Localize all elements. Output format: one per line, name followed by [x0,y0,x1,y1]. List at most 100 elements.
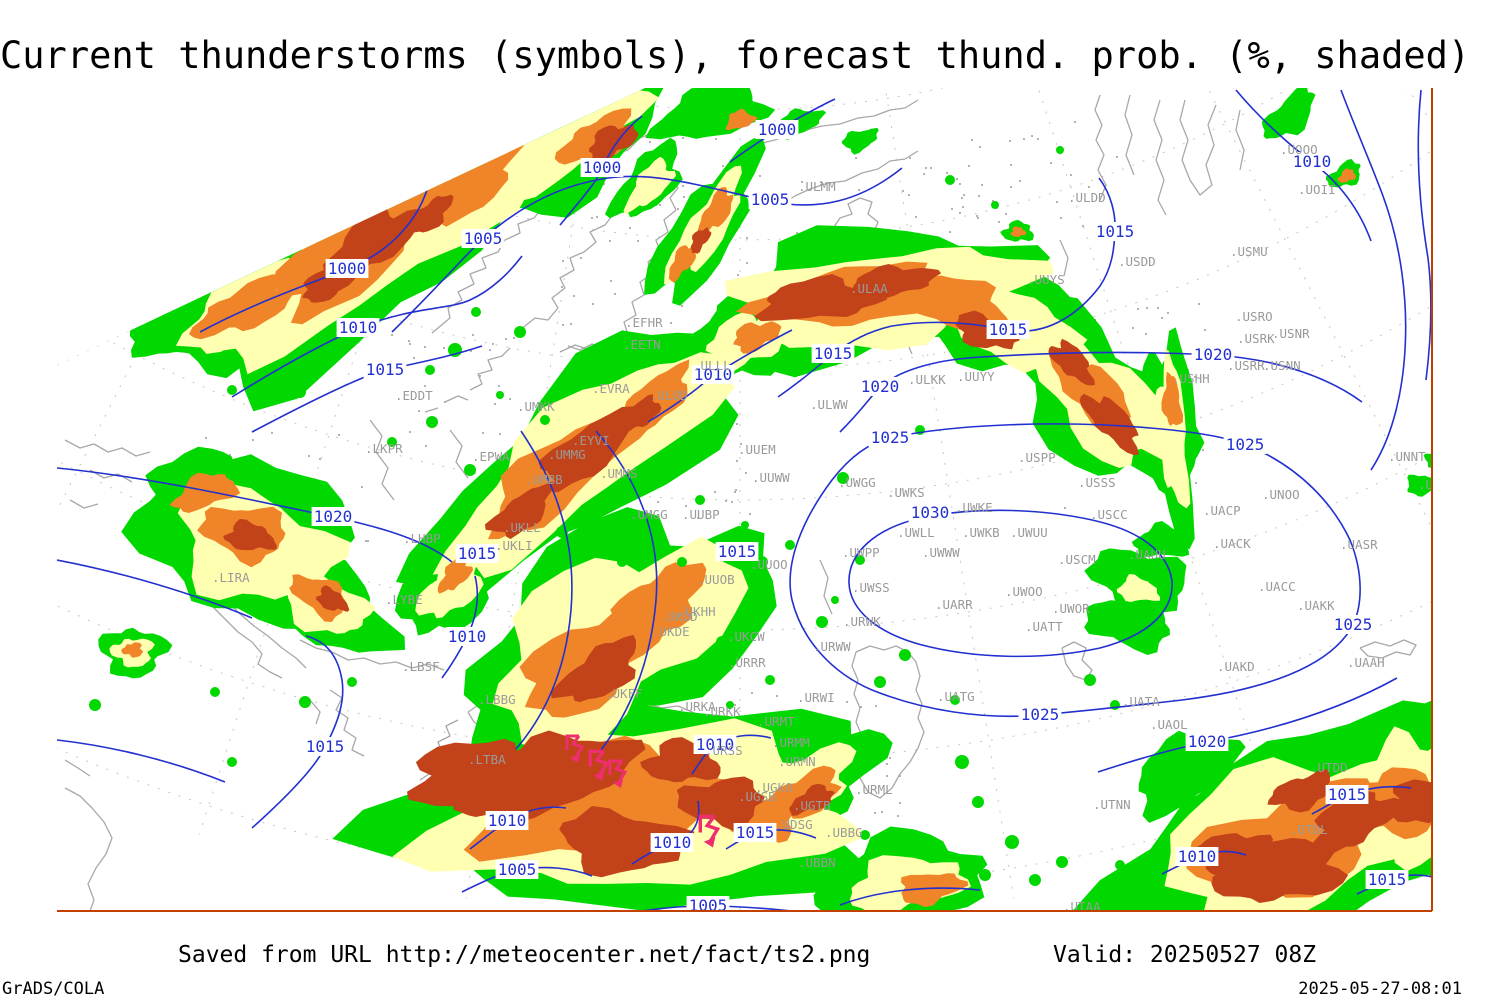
svg-text:.EYVI: .EYVI [572,433,610,448]
svg-text:.USRK: .USRK [1237,331,1275,346]
svg-text:1005: 1005 [498,860,537,879]
svg-text:.UWSS: .UWSS [852,580,890,595]
svg-text:1000: 1000 [328,259,367,278]
svg-text:.UATT: .UATT [1025,619,1063,634]
svg-text:.LIRA: .LIRA [212,570,250,585]
svg-text:.USNR: .USNR [1272,326,1310,341]
svg-text:.LBSF: .LBSF [402,659,440,674]
svg-text:.UNOO: .UNOO [1262,487,1300,502]
svg-text:.URKK: .URKK [703,704,741,719]
svg-text:1010: 1010 [1178,847,1217,866]
svg-text:.UKDD: .UKDD [660,609,698,624]
svg-text:1015: 1015 [736,823,775,842]
svg-text:.USDD: .USDD [1118,254,1156,269]
svg-text:.UMBB: .UMBB [525,472,563,487]
map-domain-edge [57,88,1433,912]
svg-text:1020: 1020 [1194,345,1233,364]
isobar-labels: 1000 1000 1000 1005 1005 1005 1005 1010 1010 1010… [303,120,1409,915]
svg-text:1015: 1015 [1328,785,1367,804]
svg-text:.UWOO: .UWOO [1005,584,1043,599]
svg-text:.UKLL: .UKLL [503,520,541,535]
thunderstorm-symbols [565,734,721,848]
svg-text:1000: 1000 [758,120,797,139]
svg-text:.UWOR: .UWOR [1052,601,1090,616]
svg-text:.UUWW: .UUWW [752,470,790,485]
svg-text:.USMU: .USMU [1230,244,1268,259]
svg-text:.UAUU: .UAUU [1128,547,1166,562]
svg-text:1015: 1015 [989,320,1028,339]
svg-text:.UWUU: .UWUU [1010,525,1048,540]
svg-text:.UBBN: .UBBN [798,855,836,870]
svg-text:.UMMG: .UMMG [548,447,586,462]
svg-text:.UGSB: .UGSB [738,789,776,804]
saved-from-url-caption: Saved from URL http://meteocenter.net/fa… [178,942,871,968]
svg-text:.USHH: .USHH [1172,371,1210,386]
svg-text:1015: 1015 [306,737,345,756]
svg-text:.URWW: .URWW [813,639,851,654]
svg-text:.LTBA: .LTBA [468,752,506,767]
svg-text:.URWK: .URWK [843,614,881,629]
svg-text:.LYBE: .LYBE [385,592,423,607]
svg-text:1010: 1010 [339,318,378,337]
svg-text:.UKCW: .UKCW [727,629,765,644]
svg-text:.EVRA: .EVRA [592,381,630,396]
svg-text:.UKLI: .UKLI [495,538,533,553]
svg-text:.UASR: .UASR [1340,537,1378,552]
svg-text:.UBBG: .UBBG [825,825,863,840]
svg-text:1005: 1005 [751,190,790,209]
svg-text:.LBBG: .LBBG [478,692,516,707]
map-layers: 1000 1000 1000 1005 1005 1005 1005 1010 1010 1010… [57,88,1456,915]
svg-text:.UDSG: .UDSG [775,817,813,832]
svg-text:1015: 1015 [718,542,757,561]
svg-text:.URMN: .URMN [778,754,816,769]
svg-text:1010: 1010 [488,811,527,830]
svg-text:.UTNN: .UTNN [1093,797,1131,812]
svg-text:.UAOL: .UAOL [1150,717,1188,732]
svg-text:.UKHH: .UKHH [678,604,716,619]
svg-text:.ULMM: .ULMM [798,179,836,194]
svg-text:.UUYY: .UUYY [957,369,995,384]
svg-text:.UNBB: .UNBB [1418,477,1456,492]
svg-text:1020: 1020 [1188,732,1227,751]
svg-text:.UAAH: .UAAH [1347,655,1385,670]
svg-text:.ULKK: .ULKK [908,372,946,387]
svg-text:1015: 1015 [366,360,405,379]
svg-text:.UTAA: .UTAA [1063,899,1101,914]
svg-text:.UATA: .UATA [1122,694,1160,709]
svg-text:.UWWW: .UWWW [922,545,960,560]
svg-text:.URMT: .URMT [757,714,795,729]
station-labels: .ULMM .EFHR .EETN .ULLL .EVRA .ULOD .ULWW .ULKK… [212,142,1456,914]
svg-text:1010: 1010 [694,365,733,384]
svg-text:.UKDE: .UKDE [652,624,690,639]
svg-text:.UWPP: .UWPP [842,545,880,560]
svg-text:.UAKD: .UAKD [1217,659,1255,674]
svg-text:.UGKO: .UGKO [755,780,793,795]
svg-text:.UNNT: .UNNT [1388,449,1426,464]
svg-text:1010: 1010 [1293,152,1332,171]
grads-cola-credit: GrADS/COLA [2,979,105,999]
svg-text:.UACC: .UACC [1258,579,1296,594]
thunderstorm-symbol-icon [588,749,610,781]
svg-text:.URMM: .URMM [772,735,810,750]
svg-text:.UWKE: .UWKE [955,500,993,515]
svg-text:.UWKS: .UWKS [887,485,925,500]
svg-text:.UUBP: .UUBP [682,507,720,522]
svg-text:.UKFF: .UKFF [605,686,643,701]
svg-text:.UUYS: .UUYS [1027,272,1065,287]
svg-text:.UOII: .UOII [1298,182,1336,197]
svg-text:.USRO: .USRO [1235,309,1273,324]
svg-text:.UWLL: .UWLL [897,525,935,540]
svg-text:.UAKK: .UAKK [1297,598,1335,613]
svg-text:1005: 1005 [689,896,728,915]
svg-text:1015: 1015 [1368,870,1407,889]
svg-text:.ULLL: .ULLL [693,358,731,373]
svg-text:.USNN: .USNN [1263,358,1301,373]
svg-text:.URSS: .URSS [705,743,743,758]
svg-text:1025: 1025 [1226,435,1265,454]
svg-text:.UACP: .UACP [1203,503,1241,518]
svg-text:1010: 1010 [696,735,735,754]
svg-text:.UATG: .UATG [937,689,975,704]
svg-text:.USCM: .USCM [1058,552,1096,567]
svg-text:.ULAA: .ULAA [850,281,888,296]
